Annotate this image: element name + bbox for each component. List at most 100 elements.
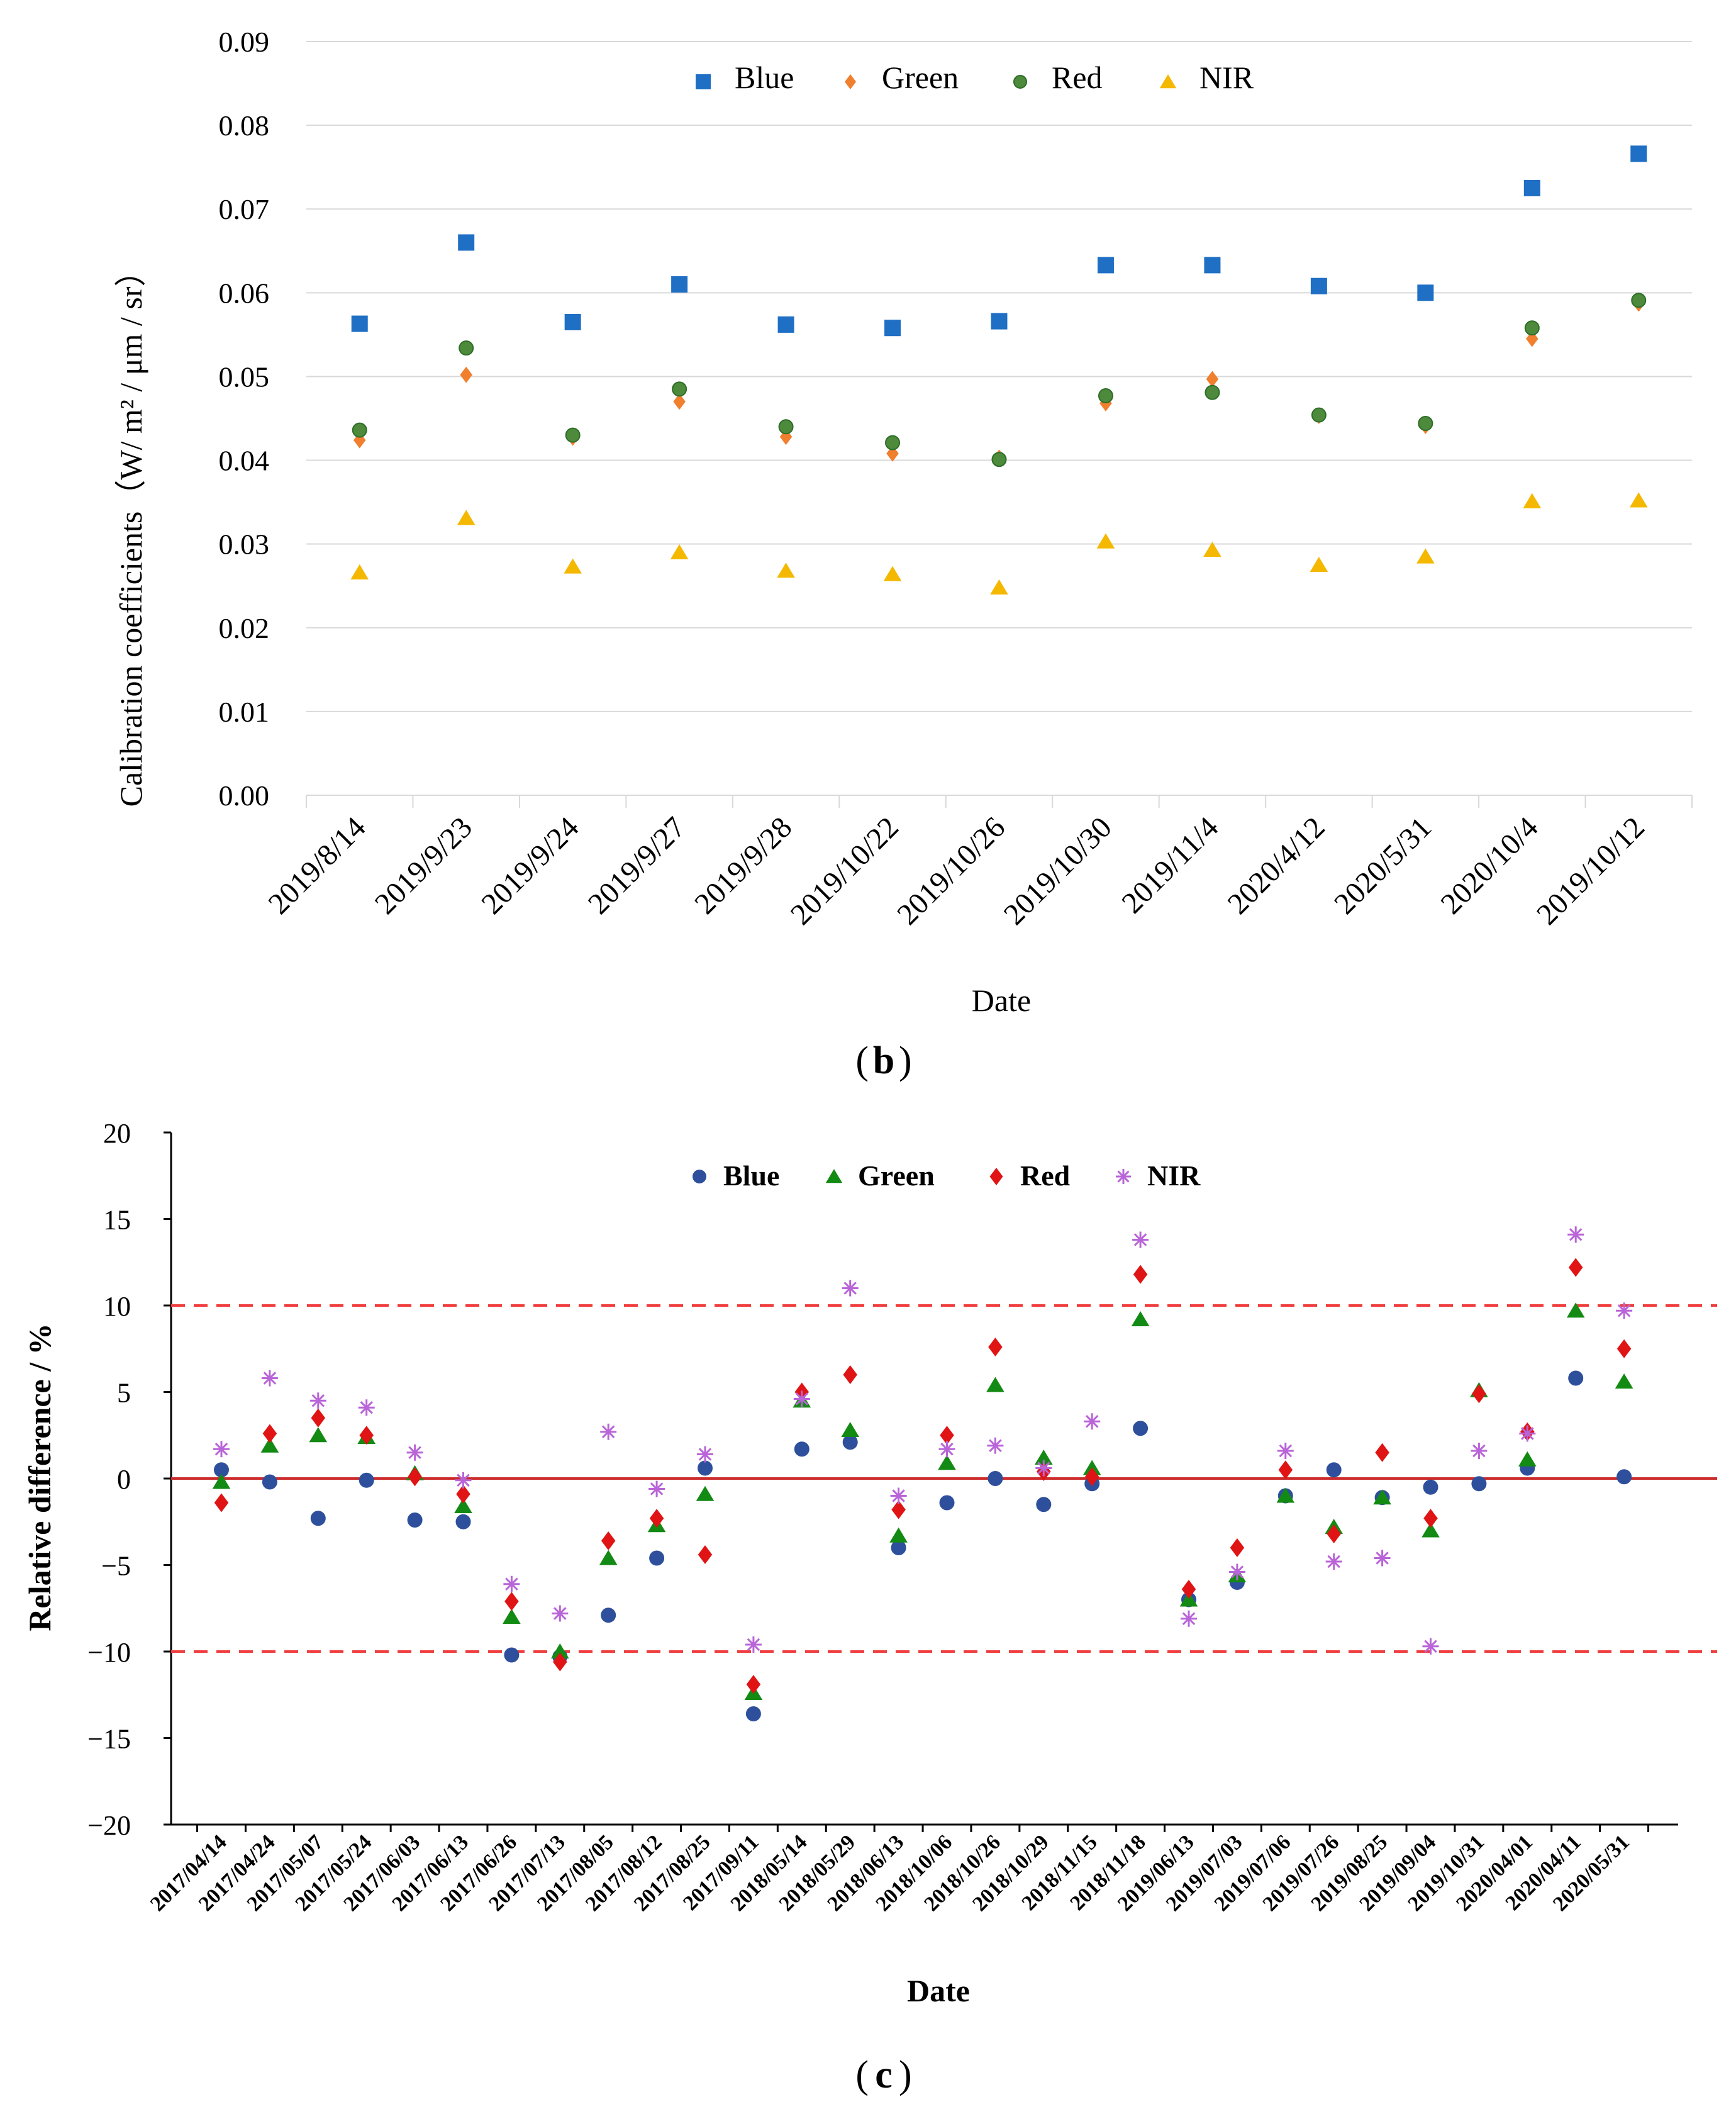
c-point-nir bbox=[987, 1437, 1004, 1454]
c-point-green bbox=[1131, 1311, 1150, 1327]
b-point-nir bbox=[1096, 533, 1115, 549]
b-point-nir bbox=[350, 564, 369, 579]
c-point-nir bbox=[1277, 1443, 1294, 1459]
c-point-green bbox=[1615, 1373, 1633, 1389]
b-x-tick-label: 2019/10/26 bbox=[891, 810, 1011, 931]
c-point-red bbox=[262, 1424, 277, 1443]
c-point-blue bbox=[745, 1706, 761, 1721]
b-point-nir bbox=[1416, 548, 1435, 564]
c-point-nir bbox=[309, 1392, 326, 1409]
c-legend-marker-red bbox=[989, 1168, 1003, 1185]
c-point-nir bbox=[213, 1441, 230, 1458]
panel-b-letter: b bbox=[873, 1039, 894, 1082]
b-y-tick-label: 0.00 bbox=[219, 780, 270, 812]
chart-panel-b: 0.00 0.01 0.02 0.03 0.04 0.05 0.06 0.07 0.08 0.09… bbox=[113, 26, 1693, 1082]
c-point-blue bbox=[504, 1647, 520, 1663]
b-point-red bbox=[778, 419, 794, 435]
c-point-red bbox=[940, 1426, 954, 1445]
c-point-red bbox=[504, 1592, 519, 1611]
b-legend-marker-red bbox=[1013, 75, 1027, 89]
panel-c-letter: c bbox=[875, 2054, 893, 2096]
b-point-red bbox=[565, 427, 581, 443]
b-x-tick-label: 2020/4/12 bbox=[1221, 810, 1332, 920]
b-x-tick-label: 2019/9/28 bbox=[688, 810, 798, 920]
c-point-nir bbox=[793, 1390, 810, 1407]
c-point-blue bbox=[262, 1474, 277, 1490]
c-point-green bbox=[454, 1498, 472, 1514]
c-point-red bbox=[1375, 1443, 1389, 1462]
c-point-blue bbox=[1471, 1476, 1487, 1492]
c-point-nir bbox=[648, 1480, 665, 1497]
svg-text:(: ( bbox=[855, 1039, 869, 1082]
b-point-nir bbox=[564, 558, 582, 574]
b-point-green bbox=[460, 366, 472, 383]
b-y-tick-label: 0.02 bbox=[219, 612, 270, 644]
b-legend-marker-blue bbox=[696, 74, 711, 89]
c-point-nir bbox=[938, 1441, 955, 1458]
c-point-blue bbox=[698, 1460, 713, 1476]
c-point-blue bbox=[988, 1471, 1003, 1486]
c-y-tick-label: 0 bbox=[117, 1464, 131, 1495]
b-point-nir bbox=[1523, 493, 1542, 508]
c-point-red bbox=[891, 1500, 906, 1519]
b-x-axis-label: Date bbox=[972, 983, 1031, 1018]
c-point-red bbox=[408, 1467, 422, 1487]
c-x-axis-label: Date bbox=[907, 1973, 970, 2008]
c-point-red bbox=[1568, 1258, 1583, 1277]
c-point-nir bbox=[1228, 1563, 1245, 1580]
c-point-nir bbox=[745, 1636, 762, 1653]
b-point-red bbox=[1524, 320, 1540, 336]
b-y-tick-label: 0.01 bbox=[219, 696, 270, 728]
c-point-red bbox=[843, 1365, 857, 1384]
c-point-red bbox=[1133, 1265, 1148, 1284]
b-point-blue bbox=[1523, 179, 1540, 196]
c-point-red bbox=[359, 1426, 374, 1445]
c-point-nir bbox=[1132, 1231, 1149, 1248]
b-x-tick-label: 2019/8/14 bbox=[262, 810, 372, 920]
c-point-nir bbox=[1616, 1302, 1633, 1319]
c-y-tick-label: 20 bbox=[103, 1118, 131, 1149]
b-x-tick-label: 2019/9/23 bbox=[369, 810, 479, 920]
panel-c-label: ( c ) bbox=[855, 2054, 911, 2096]
c-point-nir bbox=[406, 1444, 423, 1461]
c-point-nir bbox=[552, 1605, 569, 1622]
svg-text:(: ( bbox=[855, 2054, 869, 2096]
c-point-green bbox=[889, 1527, 908, 1543]
c-point-green bbox=[503, 1609, 521, 1624]
c-point-blue bbox=[359, 1472, 374, 1488]
c-legend-marker-nir bbox=[1116, 1169, 1131, 1184]
c-point-nir bbox=[1181, 1610, 1197, 1627]
c-point-red bbox=[1472, 1384, 1486, 1404]
b-point-blue bbox=[884, 320, 901, 337]
svg-text:): ) bbox=[899, 2054, 912, 2096]
b-point-red bbox=[1311, 407, 1327, 423]
c-y-axis-label: Relative difference / % bbox=[22, 1323, 57, 1631]
c-point-red bbox=[1181, 1580, 1196, 1599]
c-point-blue bbox=[1568, 1370, 1584, 1386]
b-point-red bbox=[1418, 415, 1433, 431]
b-x-tick-label: 2020/5/31 bbox=[1328, 810, 1438, 920]
c-point-nir bbox=[1422, 1638, 1439, 1655]
c-point-red bbox=[698, 1545, 713, 1564]
b-legend: Blue Green Red NIR bbox=[696, 60, 1254, 95]
c-point-blue bbox=[310, 1511, 326, 1526]
c-y-tick-label: −5 bbox=[101, 1551, 131, 1582]
c-y-tick-label: −20 bbox=[87, 1810, 131, 1841]
c-point-blue bbox=[214, 1462, 229, 1478]
c-point-red bbox=[649, 1509, 664, 1528]
c-point-nir bbox=[503, 1575, 520, 1592]
c-point-nir bbox=[842, 1280, 859, 1297]
c-legend-label: Green bbox=[858, 1160, 935, 1192]
b-point-blue bbox=[458, 234, 475, 251]
b-point-nir bbox=[990, 579, 1008, 595]
c-point-nir bbox=[1519, 1425, 1536, 1442]
c-point-nir bbox=[261, 1370, 278, 1387]
b-point-red bbox=[991, 452, 1007, 467]
c-point-red bbox=[601, 1531, 616, 1550]
b-point-blue bbox=[777, 316, 794, 333]
b-y-tick-label: 0.08 bbox=[219, 109, 270, 142]
b-point-blue bbox=[1630, 145, 1647, 162]
c-point-blue bbox=[1326, 1462, 1342, 1478]
c-legend: Blue Green Red NIR bbox=[693, 1160, 1201, 1192]
